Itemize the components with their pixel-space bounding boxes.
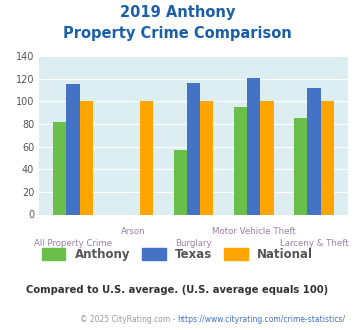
Text: Burglary: Burglary (175, 239, 212, 248)
Bar (247, 78, 260, 214)
Bar (307, 88, 321, 214)
Bar (260, 101, 274, 214)
Text: 2019 Anthony: 2019 Anthony (120, 5, 235, 20)
Bar (80, 101, 93, 214)
Text: © 2025 CityRating.com -: © 2025 CityRating.com - (80, 315, 178, 324)
Bar (187, 83, 200, 214)
Bar (234, 107, 247, 214)
Text: https://www.cityrating.com/crime-statistics/: https://www.cityrating.com/crime-statist… (178, 315, 346, 324)
Bar (66, 84, 80, 214)
Text: Compared to U.S. average. (U.S. average equals 100): Compared to U.S. average. (U.S. average … (26, 285, 329, 295)
Text: Motor Vehicle Theft: Motor Vehicle Theft (212, 227, 296, 236)
Bar (200, 101, 213, 214)
Bar (140, 101, 153, 214)
Bar (53, 122, 66, 214)
Text: Property Crime Comparison: Property Crime Comparison (63, 26, 292, 41)
Bar (294, 118, 307, 214)
Bar (174, 150, 187, 214)
Legend: Anthony, Texas, National: Anthony, Texas, National (37, 244, 318, 266)
Bar (321, 101, 334, 214)
Text: All Property Crime: All Property Crime (34, 239, 112, 248)
Text: Arson: Arson (121, 227, 146, 236)
Text: Larceny & Theft: Larceny & Theft (280, 239, 348, 248)
